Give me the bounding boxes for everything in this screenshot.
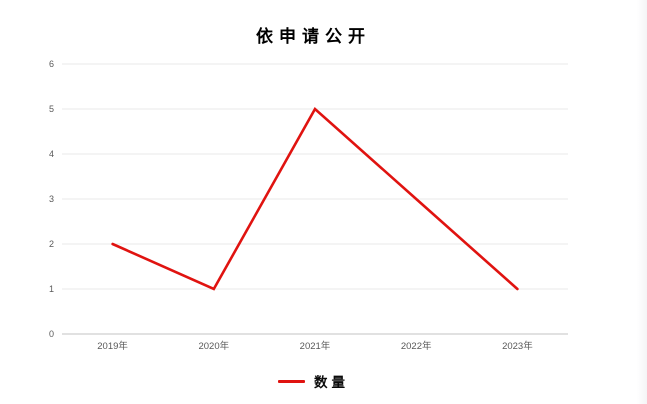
y-tick-label: 4: [48, 149, 54, 159]
x-tick-label: 2021年: [299, 341, 331, 352]
x-tick-label: 2023年: [502, 341, 533, 352]
y-tick-label: 5: [48, 104, 54, 114]
data-series-line: [111, 106, 519, 291]
x-tick-label: 2020年: [198, 341, 230, 352]
chart-title: 依申请公开: [256, 27, 371, 46]
y-tick-label: 2: [48, 239, 54, 249]
legend-series-label: 数量: [314, 375, 349, 390]
y-tick-label: 1: [48, 284, 54, 294]
y-tick-label: 0: [48, 329, 54, 339]
legend-line-marker: [278, 379, 305, 383]
legend: 数量: [0, 372, 627, 390]
window-right-edge: [637, 0, 647, 404]
x-tick-label: 2022年: [400, 341, 432, 352]
x-tick-label: 2019年: [97, 341, 128, 352]
y-tick-label: 6: [48, 59, 54, 69]
y-tick-label: 3: [48, 194, 54, 204]
